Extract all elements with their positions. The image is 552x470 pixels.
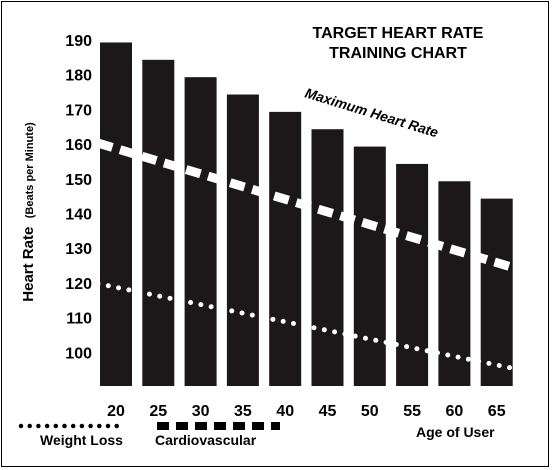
x-tick-50: 50 bbox=[361, 403, 379, 420]
x-tick-60: 60 bbox=[446, 403, 464, 420]
x-tick-45: 45 bbox=[319, 403, 337, 420]
bar-age-25 bbox=[142, 59, 175, 386]
x-tick-35: 35 bbox=[234, 403, 252, 420]
bar-age-35 bbox=[226, 94, 259, 387]
y-axis-title-sub: (Beats per Minute) bbox=[24, 122, 36, 218]
bar-age-30 bbox=[184, 77, 217, 387]
x-tick-25: 25 bbox=[149, 403, 167, 420]
bar-age-60 bbox=[438, 181, 471, 386]
legend-weight-loss-label: Weight Loss bbox=[40, 432, 123, 448]
y-axis-title: Heart Rate (Beats per Minute) bbox=[20, 122, 37, 302]
y-axis-title-main: Heart Rate bbox=[20, 227, 37, 302]
chart-title-line-1: TARGET HEART RATE bbox=[313, 25, 484, 42]
bar-age-20 bbox=[100, 42, 132, 386]
y-tick-130: 130 bbox=[65, 241, 92, 258]
bar-age-45 bbox=[311, 129, 344, 386]
y-tick-140: 140 bbox=[65, 207, 92, 224]
x-tick-55: 55 bbox=[403, 403, 421, 420]
bar-age-65 bbox=[480, 198, 513, 386]
bar-age-55 bbox=[396, 163, 429, 386]
y-tick-100: 100 bbox=[65, 345, 92, 362]
y-tick-190: 190 bbox=[65, 33, 92, 50]
bar-age-40 bbox=[269, 111, 302, 387]
y-tick-180: 180 bbox=[65, 68, 92, 85]
max-heart-rate-line bbox=[96, 138, 516, 273]
x-axis-title: Age of User bbox=[416, 424, 495, 440]
y-tick-160: 160 bbox=[65, 137, 92, 154]
x-tick-30: 30 bbox=[192, 403, 210, 420]
chart-title-line-2: TRAINING CHART bbox=[329, 45, 467, 62]
y-tick-120: 120 bbox=[65, 276, 92, 293]
x-tick-65: 65 bbox=[488, 403, 506, 420]
bar-age-50 bbox=[353, 146, 386, 386]
y-tick-170: 170 bbox=[65, 102, 92, 119]
y-tick-150: 150 bbox=[65, 172, 92, 189]
y-tick-110: 110 bbox=[66, 311, 92, 328]
x-tick-20: 20 bbox=[107, 403, 125, 420]
legend-cardiovascular-label: Cardiovascular bbox=[155, 432, 257, 448]
x-tick-40: 40 bbox=[276, 403, 294, 420]
